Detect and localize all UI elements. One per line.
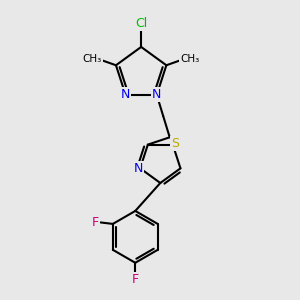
Text: N: N (152, 88, 161, 101)
Text: S: S (171, 137, 179, 150)
Text: F: F (132, 273, 139, 286)
Text: F: F (92, 216, 99, 229)
Text: CH₃: CH₃ (83, 54, 102, 64)
Text: N: N (134, 162, 143, 175)
Text: N: N (121, 88, 130, 101)
Text: CH₃: CH₃ (180, 54, 200, 64)
Text: Cl: Cl (135, 17, 147, 30)
